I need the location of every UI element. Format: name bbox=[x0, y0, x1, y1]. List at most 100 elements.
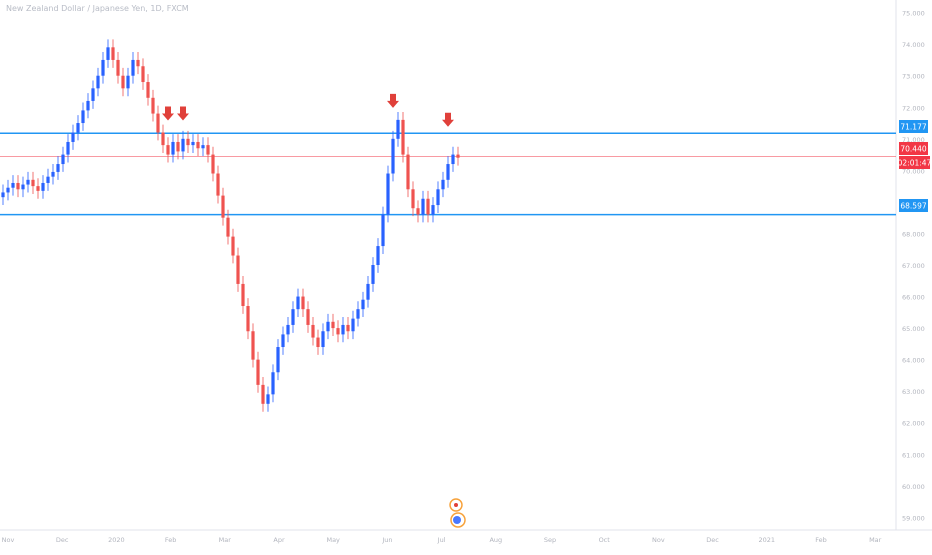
candle-body bbox=[236, 255, 240, 284]
candle-body bbox=[31, 179, 35, 187]
candle-body bbox=[156, 113, 160, 133]
price-tick-label: 74.000 bbox=[902, 41, 925, 49]
candle-body bbox=[431, 205, 435, 215]
time-axis[interactable]: Nov Dec 2020 Feb Mar Apr May Jun Jul Aug Sep Oct Nov… bbox=[2, 536, 882, 544]
price-tick-label: 64.000 bbox=[902, 357, 925, 365]
support-badge-bg bbox=[899, 199, 928, 212]
candle-body bbox=[301, 296, 305, 310]
candle-body bbox=[316, 337, 320, 348]
candle-body bbox=[131, 59, 135, 76]
candle-body bbox=[81, 110, 85, 124]
time-tick-label: Apr bbox=[273, 536, 285, 544]
time-tick-label: May bbox=[326, 536, 340, 544]
candles bbox=[1, 39, 460, 412]
candle-body bbox=[1, 192, 5, 198]
time-tick-label: Jul bbox=[437, 536, 446, 544]
candle-body bbox=[451, 154, 455, 165]
candle-body bbox=[161, 132, 165, 146]
candle-body bbox=[211, 154, 215, 174]
candle-body bbox=[446, 164, 450, 180]
price-tick-label: 66.000 bbox=[902, 294, 925, 302]
candle-body bbox=[391, 138, 395, 174]
candle-body bbox=[196, 141, 200, 149]
down-arrow-icon bbox=[387, 93, 399, 108]
price-tick-label: 72.000 bbox=[902, 104, 925, 112]
candle-body bbox=[376, 246, 380, 265]
news-marker-inner-icon bbox=[453, 516, 461, 524]
candle-body bbox=[411, 189, 415, 209]
candle-body bbox=[96, 75, 100, 89]
candle-body bbox=[171, 141, 175, 155]
candle-body bbox=[286, 324, 290, 335]
time-tick-label: 2021 bbox=[759, 536, 776, 544]
candle-body bbox=[341, 324, 345, 335]
candle-body bbox=[201, 145, 205, 149]
price-tick-label: 59.000 bbox=[902, 514, 925, 522]
candle-body bbox=[396, 119, 400, 139]
candle-body bbox=[181, 138, 185, 152]
price-tick-label: 63.000 bbox=[902, 388, 925, 396]
candle-body bbox=[231, 236, 235, 256]
candle-body bbox=[76, 123, 80, 133]
symbol-title: New Zealand Dollar / Japanese Yen, 1D, F… bbox=[6, 4, 189, 13]
candle-body bbox=[56, 164, 60, 172]
time-tick-label: Feb bbox=[815, 536, 827, 544]
candle-body bbox=[66, 141, 70, 155]
candle-body bbox=[26, 179, 30, 185]
candle-body bbox=[406, 154, 410, 190]
candle-body bbox=[126, 75, 130, 89]
candle-body bbox=[51, 171, 55, 177]
price-axis[interactable]: 75.00074.00073.00072.00071.00070.00069.0… bbox=[902, 10, 925, 523]
candle-body bbox=[141, 66, 145, 83]
resistance-badge-bg bbox=[899, 120, 928, 133]
candle-body bbox=[251, 331, 255, 360]
candle-body bbox=[21, 184, 25, 190]
candle-body bbox=[436, 189, 440, 206]
candle-body bbox=[101, 59, 105, 76]
price-tick-label: 60.000 bbox=[902, 483, 925, 491]
price-tick-label: 70.000 bbox=[902, 167, 925, 175]
candle-body bbox=[381, 214, 385, 247]
candle-body bbox=[356, 309, 360, 319]
time-tick-label: Jun bbox=[381, 536, 392, 544]
candle-body bbox=[371, 265, 375, 284]
candle-body bbox=[456, 154, 460, 158]
current-price-badge-bg bbox=[899, 142, 928, 155]
candle-body bbox=[166, 145, 170, 155]
candle-body bbox=[91, 88, 95, 101]
price-tick-label: 61.000 bbox=[902, 451, 925, 459]
countdown-badge-bg bbox=[899, 156, 930, 169]
candle-body bbox=[216, 173, 220, 196]
time-tick-label: Dec bbox=[56, 536, 69, 544]
price-tick-label: 68.000 bbox=[902, 230, 925, 238]
time-tick-label: Aug bbox=[489, 536, 502, 544]
time-tick-label: Feb bbox=[165, 536, 177, 544]
candle-body bbox=[296, 296, 300, 310]
candle-body bbox=[311, 324, 315, 338]
time-tick-label: Nov bbox=[2, 536, 15, 544]
price-tick-label: 73.000 bbox=[902, 73, 925, 81]
candle-body bbox=[276, 347, 280, 373]
event-markers[interactable] bbox=[449, 498, 466, 528]
current-price-badge: 70.440 bbox=[900, 145, 926, 154]
candle-body bbox=[281, 334, 285, 348]
candle-body bbox=[246, 306, 250, 332]
time-tick-label: 2020 bbox=[108, 536, 125, 544]
candle-body bbox=[191, 141, 195, 146]
candle-body bbox=[46, 176, 50, 183]
candle-body bbox=[11, 182, 15, 188]
candle-body bbox=[426, 198, 430, 215]
candle-body bbox=[146, 82, 150, 98]
candle-body bbox=[401, 119, 405, 155]
candle-body bbox=[61, 154, 65, 165]
price-tick-label: 65.000 bbox=[902, 325, 925, 333]
candle-body bbox=[421, 198, 425, 215]
candle-body bbox=[176, 141, 180, 152]
resistance-badge: 71.177 bbox=[900, 123, 926, 132]
candle-body bbox=[106, 47, 110, 60]
price-badges: 71.177 70.440 02:01:47 68.597 bbox=[898, 120, 932, 212]
candle-body bbox=[116, 59, 120, 76]
candle-body bbox=[151, 97, 155, 114]
